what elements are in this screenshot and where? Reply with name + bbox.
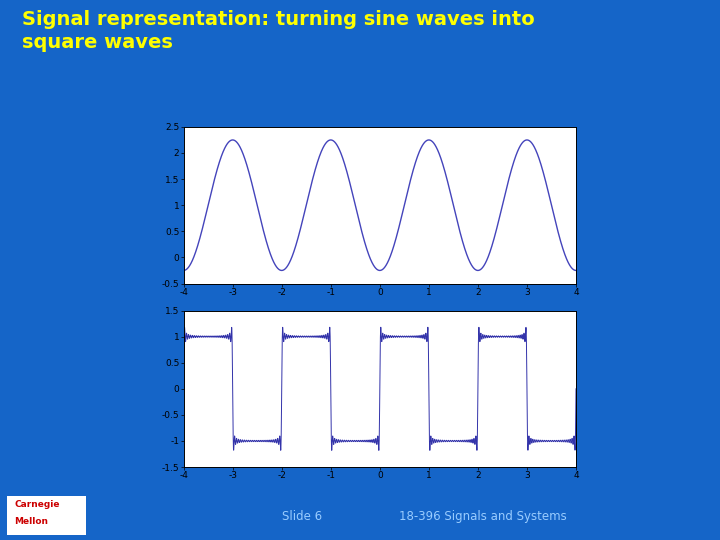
Text: Slide 6: Slide 6 <box>282 510 323 523</box>
Text: Mellon: Mellon <box>14 517 48 525</box>
Text: Carnegie: Carnegie <box>14 500 60 509</box>
FancyBboxPatch shape <box>7 496 86 535</box>
Text: Signal representation: turning sine waves into
square waves: Signal representation: turning sine wave… <box>22 10 534 52</box>
Text: 18-396 Signals and Systems: 18-396 Signals and Systems <box>399 510 566 523</box>
